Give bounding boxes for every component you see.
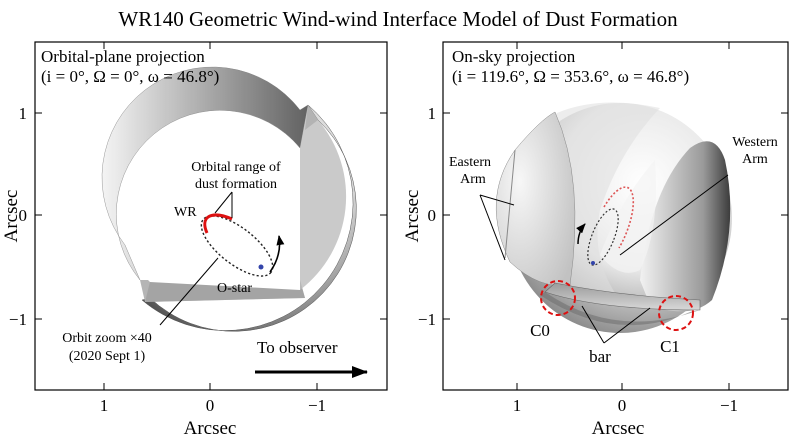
shell-orbital-plane xyxy=(101,66,357,332)
x-axis-label: Arcsec xyxy=(592,418,645,439)
x-tick-label: 1 xyxy=(513,396,522,415)
o-star-marker xyxy=(258,264,264,270)
x-tick-label: 0 xyxy=(618,396,627,415)
label-eastern: Eastern xyxy=(449,155,491,170)
label-to-observer: To observer xyxy=(257,338,338,357)
figure-title: WR140 Geometric Wind-wind Interface Mode… xyxy=(118,7,678,31)
y-tick-label: −1 xyxy=(9,310,27,329)
label-bar: bar xyxy=(589,347,611,366)
panel-params-on-sky: (i = 119.6°, Ω = 353.6°, ω = 46.8°) xyxy=(452,67,689,86)
x-tick-label: 0 xyxy=(206,396,215,415)
frame-on-sky xyxy=(442,41,789,391)
panel-on-sky: On-sky projection (i = 119.6°, Ω = 353.6… xyxy=(402,41,789,439)
y-tick-label: 0 xyxy=(428,206,437,225)
label-orbit-date: (2020 Sept 1) xyxy=(69,349,146,364)
c0-marker-circle xyxy=(540,280,576,316)
y-tick-label: 1 xyxy=(428,104,437,123)
label-c1: C1 xyxy=(660,337,680,356)
y-tick-label: −1 xyxy=(418,310,436,329)
label-western: Western xyxy=(732,135,778,150)
ticks-orbital-plane xyxy=(35,42,387,390)
frame-orbital-plane xyxy=(34,41,388,391)
x-axis-label: Arcsec xyxy=(184,418,237,439)
label-western-arm: Arm xyxy=(742,152,768,167)
leader-bar-2 xyxy=(603,307,651,344)
shell-on-sky xyxy=(496,102,732,333)
x-tick-label: −1 xyxy=(720,396,738,415)
ticks-on-sky xyxy=(443,42,788,390)
leader-western-arm xyxy=(619,174,729,256)
orbit-direction-arrow xyxy=(269,235,285,273)
label-dust-formation: dust formation xyxy=(195,177,277,192)
y-tick-label: 1 xyxy=(19,104,28,123)
panel-orbital-plane: Orbital-plane projection (i = 0°, Ω = 0°… xyxy=(1,41,388,439)
panel-title-orbital-plane: Orbital-plane projection xyxy=(41,47,205,66)
y-axis-label: Arcsec xyxy=(402,190,423,243)
leader-eastern-arm-2 xyxy=(479,194,515,206)
label-orbit-zoom: Orbit zoom ×40 xyxy=(62,331,152,346)
leader-eastern-arm-1 xyxy=(479,194,506,261)
dust-formation-arc xyxy=(203,213,233,234)
label-c0: C0 xyxy=(530,321,550,340)
label-eastern-arm: Arm xyxy=(460,172,486,187)
label-orbital-range: Orbital range of xyxy=(191,160,281,175)
orbit-direction-arrow-on-sky xyxy=(576,223,586,245)
leader-orbit-zoom xyxy=(159,257,219,326)
x-tick-label: 1 xyxy=(100,396,109,415)
c1-marker-circle xyxy=(658,295,694,331)
panel-title-on-sky: On-sky projection xyxy=(452,47,576,66)
label-o-star: O-star xyxy=(217,281,252,296)
leader-bar-1 xyxy=(581,305,605,344)
x-tick-label: −1 xyxy=(308,396,326,415)
orbit-orbital-plane xyxy=(200,215,274,277)
leader-orbital-range-1 xyxy=(214,191,233,214)
panel-params-orbital-plane: (i = 0°, Ω = 0°, ω = 46.8°) xyxy=(41,67,219,86)
label-wr: WR xyxy=(174,205,197,220)
y-tick-label: 0 xyxy=(19,206,28,225)
y-axis-label: Arcsec xyxy=(1,190,22,243)
o-star-marker-on-sky xyxy=(591,261,595,265)
